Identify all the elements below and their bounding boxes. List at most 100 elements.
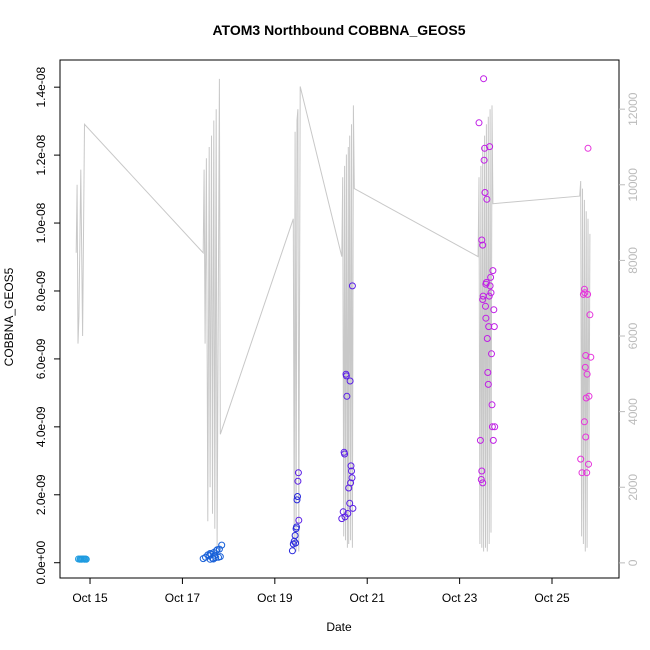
data-point-58 — [477, 476, 485, 483]
data-point-30 — [291, 532, 299, 539]
data-point-36 — [294, 469, 302, 477]
data-point-93 — [578, 469, 586, 477]
y-tick-label-0: 0.0e+00 — [34, 541, 48, 585]
data-point-84 — [488, 423, 496, 431]
y-tick-label-2: 4.0e-09 — [34, 406, 48, 447]
y-tick-label-6: 1.2e-08 — [34, 134, 48, 175]
y-tick-label-7: 1.4e-08 — [34, 67, 48, 108]
data-point-32 — [292, 539, 300, 547]
data-point-70 — [482, 314, 490, 322]
data-point-87 — [490, 306, 498, 314]
data-point-37 — [295, 516, 303, 524]
data-point-97 — [581, 363, 589, 371]
data-point-68 — [481, 189, 489, 196]
data-point-78 — [486, 143, 494, 151]
data-point-79 — [486, 282, 494, 290]
data-point-100 — [583, 469, 591, 477]
data-point-104 — [585, 460, 592, 468]
y-axis: 0.0e+00 2.0e-09 4.0e-09 6.0e-09 8.0e-09 1.0e-… — [34, 67, 60, 585]
data-point-72 — [483, 195, 491, 203]
data-point-80 — [487, 273, 495, 281]
x-tick-label-4: Oct 23 — [442, 591, 478, 605]
data-point-90 — [479, 296, 487, 303]
data-point-62 — [478, 236, 486, 244]
data-point-61 — [475, 119, 483, 127]
data-point-107 — [587, 353, 595, 361]
data-point-88 — [490, 323, 498, 331]
data-point-45 — [342, 372, 350, 380]
data-point-74 — [484, 369, 492, 376]
plot-frame — [59, 59, 620, 579]
data-point-91 — [482, 280, 490, 288]
data-point-49 — [346, 499, 354, 507]
data-point-77 — [485, 292, 493, 300]
data-point-46 — [343, 392, 351, 400]
data-point-85 — [489, 267, 497, 275]
y2-tick-label-5: 10000 — [626, 168, 640, 202]
data-point-23 — [216, 553, 224, 561]
x-axis-label: Date — [326, 620, 352, 634]
data-point-26 — [210, 549, 218, 556]
data-point-89 — [491, 423, 499, 431]
y2-tick-label-1: 2000 — [626, 474, 640, 501]
chart-title: ATOM3 Northbound COBBNA_GEOS5 — [212, 22, 465, 38]
data-point-51 — [347, 479, 355, 487]
data-point-47 — [344, 510, 352, 517]
data-point-69 — [482, 302, 489, 310]
y-tick-label-5: 1.0e-08 — [34, 202, 48, 243]
data-point-50 — [346, 377, 354, 385]
x-tick-label-1: Oct 17 — [165, 591, 201, 605]
altitude-layer — [75, 78, 591, 552]
altitude-line — [75, 78, 591, 552]
data-point-102 — [584, 290, 592, 298]
data-point-57 — [476, 436, 484, 444]
y2-tick-label-3: 6000 — [626, 322, 640, 349]
data-point-38 — [293, 523, 300, 531]
data-point-67 — [481, 144, 489, 152]
data-point-53 — [348, 467, 355, 475]
data-point-63 — [479, 241, 487, 249]
data-point-65 — [480, 75, 488, 83]
data-point-52 — [347, 462, 355, 470]
data-point-82 — [488, 350, 495, 358]
data-point-56 — [348, 282, 356, 290]
data-point-34 — [294, 493, 301, 500]
y2-tick-label-4: 8000 — [626, 247, 640, 274]
y-tick-label-1: 2.0e-09 — [34, 474, 48, 515]
data-point-59 — [478, 467, 486, 475]
y-axis-label: COBBNA_GEOS5 — [2, 267, 16, 366]
data-point-33 — [293, 496, 301, 504]
data-point-60 — [479, 479, 487, 487]
data-point-108 — [580, 418, 588, 426]
data-point-83 — [488, 401, 496, 409]
y2-axis: 0 2000 4000 6000 8000 10000 12000 — [619, 92, 640, 566]
x-axis: Oct 15 Oct 17 Oct 19 Oct 21 Oct 23 Oct 25 — [72, 578, 570, 605]
data-point-27 — [288, 547, 296, 555]
data-point-103 — [584, 144, 592, 152]
data-point-42 — [341, 450, 349, 458]
data-point-75 — [484, 380, 492, 388]
x-tick-label-0: Oct 15 — [72, 591, 108, 605]
data-point-25 — [206, 550, 214, 557]
data-point-10 — [202, 553, 209, 561]
data-point-106 — [586, 311, 594, 319]
data-point-22 — [215, 545, 223, 553]
data-point-73 — [483, 335, 491, 342]
data-point-86 — [489, 436, 497, 444]
data-point-101 — [583, 370, 591, 378]
data-point-35 — [294, 477, 302, 485]
data-point-54 — [348, 474, 356, 482]
y-tick-label-3: 6.0e-09 — [34, 338, 48, 379]
data-point-105 — [585, 392, 593, 400]
data-point-24 — [218, 541, 226, 549]
points-layer — [75, 75, 595, 563]
x-tick-label-5: Oct 25 — [534, 591, 570, 605]
data-point-95 — [580, 285, 588, 293]
data-point-92 — [577, 455, 585, 463]
y2-tick-label-6: 12000 — [626, 92, 640, 126]
y2-tick-label-2: 4000 — [626, 398, 640, 425]
data-point-55 — [349, 504, 357, 512]
data-point-109 — [582, 433, 590, 441]
x-tick-label-2: Oct 19 — [257, 591, 293, 605]
